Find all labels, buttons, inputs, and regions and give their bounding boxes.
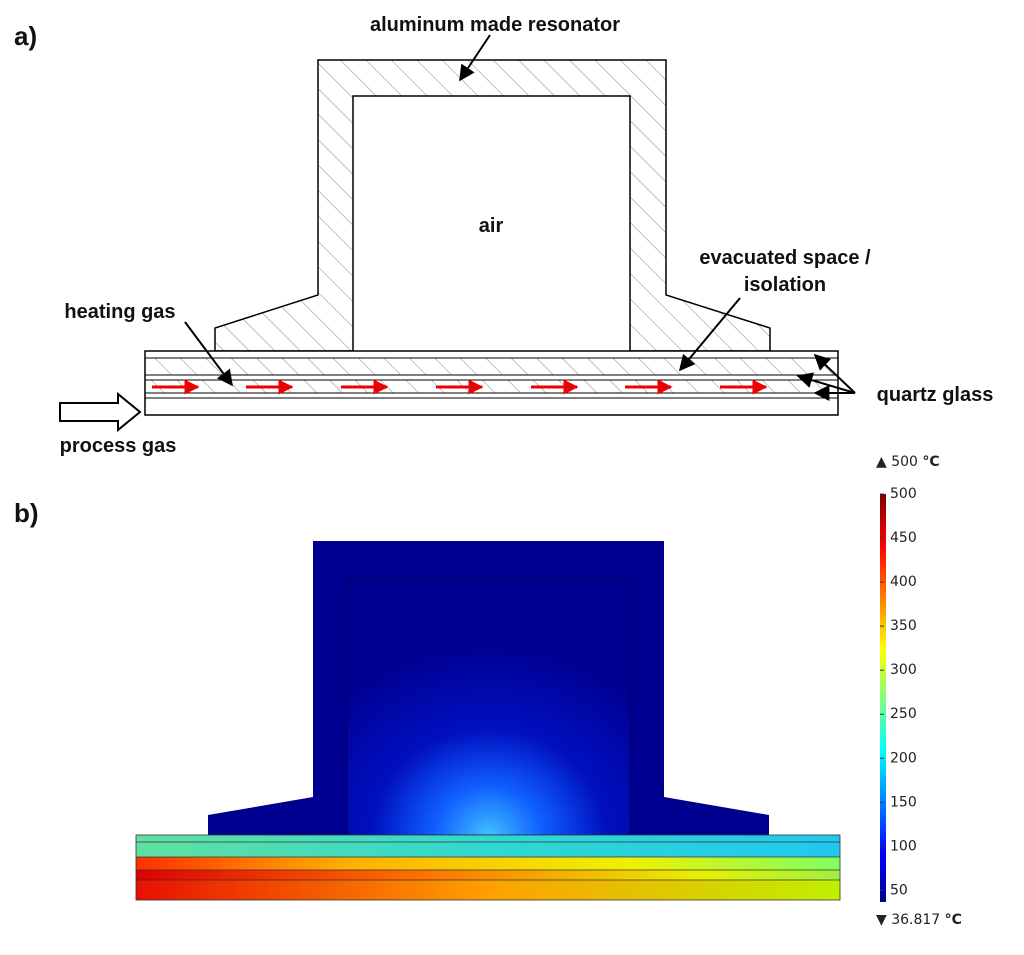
tick-label: 250	[890, 706, 917, 722]
tick-label: 500	[890, 486, 917, 502]
up-triangle: ▲	[876, 454, 891, 470]
annotation: process gas	[60, 435, 177, 457]
quartz-outer	[144, 357, 839, 376]
unit: °C	[945, 912, 962, 928]
colorbar-ticks: 50 100 150 200 250 300 350 400 450 500	[880, 486, 917, 898]
annotation: isolation	[744, 274, 826, 296]
process-gas-arrow	[59, 391, 142, 433]
tick-label: 300	[890, 662, 917, 678]
annotation: aluminum made resonator	[370, 14, 620, 36]
sim-tube	[136, 870, 840, 880]
panel-label: b)	[14, 498, 39, 528]
unit: °C	[922, 454, 939, 470]
tick-label: 450	[890, 530, 917, 546]
tick-label: 350	[890, 618, 917, 634]
tick-label: 100	[890, 838, 917, 854]
tick-label: 150	[890, 794, 917, 810]
annotation: heating gas	[64, 301, 175, 323]
annotation: air	[479, 215, 504, 237]
resonator	[214, 59, 771, 352]
tick-label: 50	[890, 882, 908, 898]
colorbar	[880, 494, 886, 902]
pointer-arrows	[184, 34, 856, 401]
annotation: quartz glass	[877, 384, 994, 406]
min-label: ▼ 36.817 °C	[876, 912, 962, 928]
sim-lines	[135, 834, 841, 901]
annotation: evacuated space /	[699, 247, 871, 269]
max-value: 500	[891, 454, 918, 470]
tick-label: 400	[890, 574, 917, 590]
sim-air	[346, 577, 631, 836]
min-value: 36.817	[891, 912, 940, 928]
sim-tube	[136, 857, 840, 870]
max-label: ▲ 500 °C	[876, 454, 940, 470]
tick-label: 200	[890, 750, 917, 766]
down-triangle: ▼	[876, 912, 891, 928]
sim-tube	[136, 835, 840, 857]
sim-tube	[136, 880, 840, 900]
panel-label: a)	[14, 21, 37, 51]
